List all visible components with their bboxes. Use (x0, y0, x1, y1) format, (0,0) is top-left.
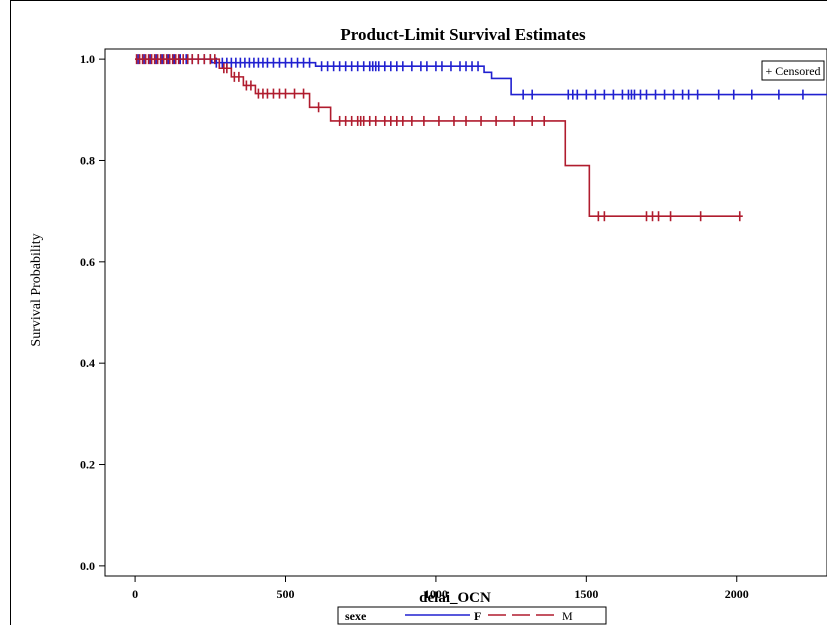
y-tick-label: 0.6 (80, 255, 95, 269)
survival-curve-f (135, 58, 827, 96)
y-tick-label: 0.4 (80, 356, 95, 370)
x-tick-label: 500 (277, 587, 295, 601)
y-tick-label: 0.2 (80, 458, 95, 472)
x-axis: 0 500 1000 1500 2000 (132, 576, 749, 601)
x-tick-label: 0 (132, 587, 138, 601)
series-f (135, 54, 827, 100)
survival-curve-m (135, 58, 743, 218)
y-axis-label: Survival Probability (29, 233, 44, 346)
legend-label-f: F (474, 609, 481, 623)
plot-area (104, 48, 827, 577)
legend-title: sexe (345, 609, 367, 623)
censored-legend-box (761, 60, 825, 81)
chart-title: Product-Limit Survival Estimates (340, 25, 586, 44)
series-legend: sexe F M (337, 606, 607, 625)
x-tick-label: 1000 (424, 587, 448, 601)
censored-legend-label: + Censored (765, 64, 820, 78)
y-tick-label: 0.8 (80, 153, 95, 167)
series-layer (135, 54, 827, 222)
censored-legend: + Censored (761, 60, 825, 81)
x-tick-label: 2000 (725, 587, 749, 601)
y-tick-label: 0.0 (80, 559, 95, 573)
y-axis: 0.0 0.2 0.4 0.6 0.8 1.0 (80, 52, 105, 573)
series-m (135, 54, 743, 222)
x-tick-label: 1500 (574, 587, 598, 601)
series-legend-box (337, 606, 607, 625)
legend-label-m: M (562, 609, 573, 623)
x-axis-label: delai_OCN (419, 590, 491, 606)
y-tick-label: 1.0 (80, 52, 95, 66)
